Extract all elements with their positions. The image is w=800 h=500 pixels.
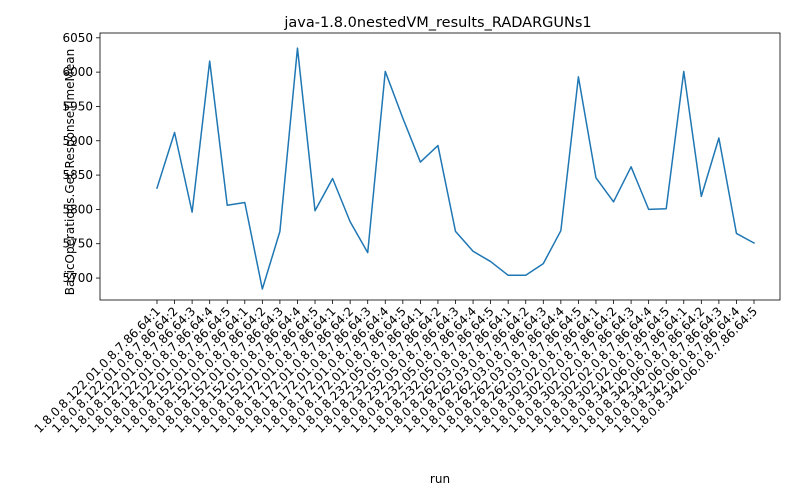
y-tick-label: 6000 [62,65,93,79]
x-axis-title: run [430,472,450,486]
y-axis-title: BasicOperations.Get.ResponseTimeMean [63,49,77,295]
y-tick-label: 5700 [62,271,93,285]
y-tick-label: 5800 [62,202,93,216]
axes-frame [99,32,781,301]
chart-title: java-1.8.0nestedVM_results_RADARGUNs1 [283,15,591,31]
series-line [156,47,756,290]
y-tick-label: 5900 [62,134,93,148]
y-tick-label: 5850 [62,168,93,182]
y-tick-label: 5950 [62,99,93,113]
plot-area: 570057505800585059005950600060501.8.0.8.… [32,31,781,436]
y-tick-label: 6050 [62,31,93,45]
y-tick-label: 5750 [62,237,93,251]
